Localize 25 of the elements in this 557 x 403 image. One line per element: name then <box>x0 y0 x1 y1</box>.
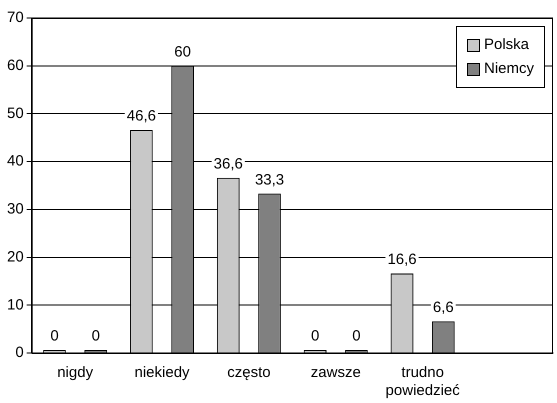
x-tick-label: trudno powiedzieć <box>386 364 460 400</box>
data-label: 33,3 <box>254 171 284 188</box>
data-label: 0 <box>50 328 59 345</box>
y-tick-label: 50 <box>6 104 24 122</box>
x-tick-label: nigdy <box>57 364 94 382</box>
data-label: 0 <box>310 328 320 345</box>
y-tick-label: 40 <box>6 152 24 170</box>
x-tick-label: często <box>227 364 271 382</box>
data-label: 0 <box>92 328 100 345</box>
y-tick-label: 0 <box>15 344 24 362</box>
legend-label: Niemcy <box>484 59 534 79</box>
y-tick-label: 20 <box>6 248 24 266</box>
data-label: 6,6 <box>432 299 454 316</box>
data-label: 60 <box>174 44 191 60</box>
legend-label: Polska <box>484 35 530 55</box>
y-tick-label: 10 <box>6 296 24 314</box>
x-tick-label: niekiedy <box>134 364 190 382</box>
data-label: 36,6 <box>214 155 243 172</box>
y-tick-label: 30 <box>6 200 24 218</box>
y-tick-label: 60 <box>6 57 24 74</box>
y-tick-label: 70 <box>6 9 24 26</box>
x-tick-label: zawsze <box>310 364 361 382</box>
data-label: 16,6 <box>387 251 417 268</box>
data-label: 0 <box>352 328 361 345</box>
data-label: 46,6 <box>126 108 156 125</box>
